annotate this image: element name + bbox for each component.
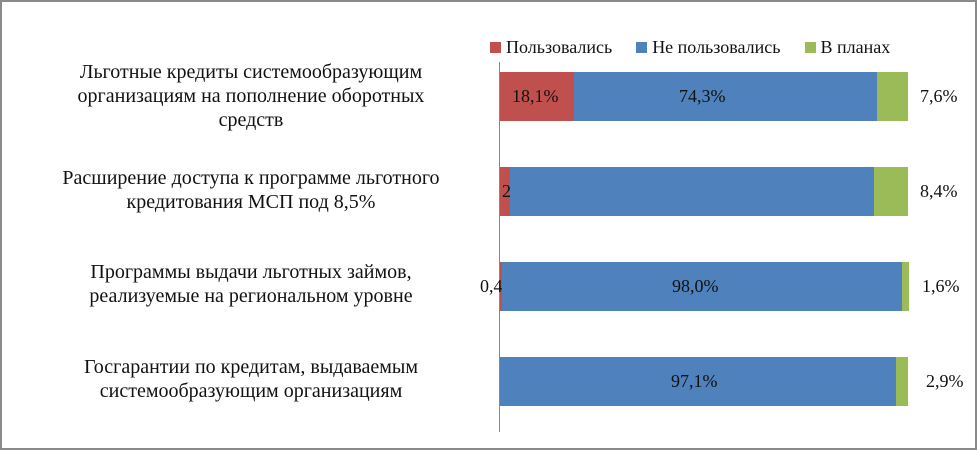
data-label: 74,3% — [679, 86, 726, 106]
bar-row-1: 18,1% 74,3% 7,6% — [500, 72, 958, 121]
category-label-line: реализуемые на региональном уровне — [89, 285, 413, 307]
legend-item-not-used: Не пользовались — [636, 37, 781, 58]
legend-item-used: Пользовались — [490, 37, 612, 58]
bar-segment-planned: 8,4% — [874, 167, 958, 216]
bar-segment-used: 18,1% — [500, 72, 574, 121]
legend-swatch-red-icon — [490, 42, 501, 53]
category-label-line: Льготные кредиты системообразующим — [79, 61, 423, 83]
data-label: 2,9% — [926, 371, 964, 391]
category-label-line: системообразующим организациям — [99, 380, 403, 402]
legend-label: Не пользовались — [652, 37, 781, 57]
bar-segment-planned: 2,9% — [896, 357, 964, 406]
bar-segment-not-used: 97,1% — [500, 357, 896, 406]
category-label: Госгарантии по кредитам, выдаваемым сист… — [12, 355, 490, 403]
bar-segment-planned: 7,6% — [877, 72, 958, 121]
category-label: Программы выдачи льготных займов, реализ… — [12, 260, 490, 308]
legend: Пользовались Не пользовались В планах — [490, 37, 914, 58]
data-label: 1,6% — [922, 276, 960, 296]
data-label: 98,0% — [672, 276, 719, 296]
bar-row-4: 97,1% 2,9% — [500, 357, 964, 406]
category-label-line: средств — [218, 109, 284, 131]
category-label-line: Госгарантии по кредитам, выдаваемым — [83, 356, 419, 378]
legend-item-planned: В планах — [804, 37, 891, 58]
category-label-line: организациям на пополнение оборотных — [77, 85, 425, 107]
legend-label: Пользовались — [506, 37, 613, 57]
category-label-line: Расширение доступа к программе льготного — [62, 167, 440, 189]
bar-segment-not-used: 98,0% — [502, 262, 902, 311]
data-label: 8,4% — [920, 181, 958, 201]
data-label: 7,6% — [920, 86, 958, 106]
bar-row-2: 2,4% 8,4% — [500, 167, 958, 216]
legend-swatch-green-icon — [804, 42, 816, 53]
category-label-line: кредитования МСП под 8,5% — [126, 191, 376, 213]
category-label-line: Программы выдачи льготных займов, — [90, 261, 412, 283]
category-axis-line — [499, 62, 500, 432]
bar-segment-used: 2,4% — [500, 167, 540, 216]
bar-segment-planned: 1,6% — [902, 262, 960, 311]
category-label: Льготные кредиты системообразующим орган… — [12, 60, 490, 132]
bar-row-3: 0,4% 98,0% 1,6% — [480, 262, 960, 311]
legend-swatch-blue-icon — [636, 42, 648, 53]
bar-segment-not-used: 74,3% — [574, 72, 877, 121]
legend-label: В планах — [820, 37, 891, 57]
data-label: 97,1% — [671, 371, 718, 391]
data-label: 18,1% — [512, 86, 559, 106]
bar-segment-not-used — [510, 167, 874, 216]
category-label: Расширение доступа к программе льготного… — [12, 166, 490, 214]
